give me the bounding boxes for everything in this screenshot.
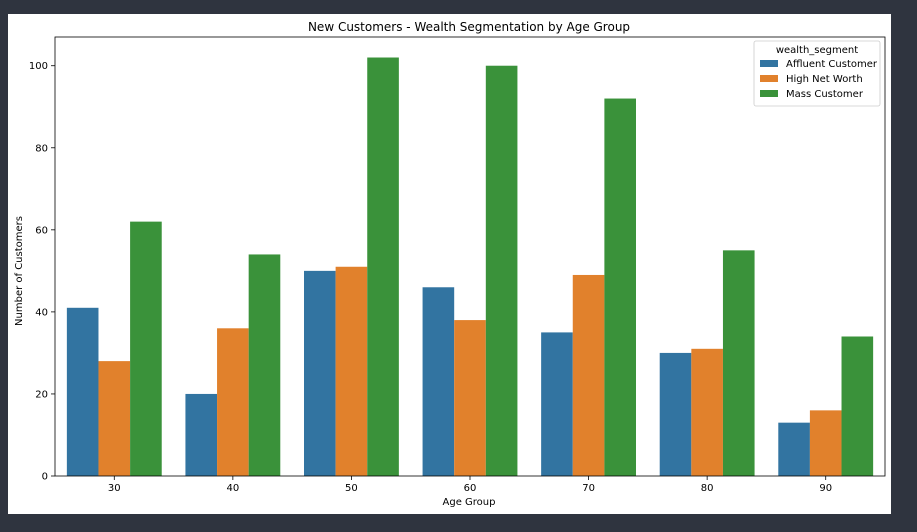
legend-swatch-high-net-worth: [760, 75, 778, 82]
bar-affluent-customer-90: [778, 422, 810, 476]
bar-affluent-customer-50: [304, 270, 336, 476]
x-tick-label: 70: [582, 483, 595, 494]
bar-mass-customer-40: [248, 254, 281, 476]
x-axis-label: Age Group: [443, 497, 496, 508]
bar-high-net-worth-40: [217, 328, 249, 476]
legend-label-high-net-worth: High Net Worth: [786, 74, 863, 85]
plot-area: 0 20 40 60 80 100 30 40 50 60 70 80 90: [29, 36, 886, 494]
x-tick-label: 60: [464, 483, 477, 494]
y-tick-label: 20: [35, 389, 48, 400]
x-tick-label: 80: [701, 483, 714, 494]
bar-mass-customer-90: [841, 336, 874, 476]
y-tick-label: 60: [35, 225, 48, 236]
bar-high-net-worth-50: [335, 266, 368, 476]
bar-mass-customer-70: [604, 98, 636, 476]
y-tick-label: 0: [42, 472, 48, 483]
bar-chart: New Customers - Wealth Segmentation by A…: [14, 20, 886, 508]
legend-label-mass-customer: Mass Customer: [786, 89, 864, 100]
bar-affluent-customer-70: [541, 332, 573, 476]
legend-label-affluent-customer: Affluent Customer: [786, 59, 878, 70]
y-axis-label: Number of Customers: [14, 216, 25, 326]
bar-high-net-worth-90: [809, 410, 842, 476]
bar-mass-customer-60: [485, 65, 518, 476]
chart-figure: New Customers - Wealth Segmentation by A…: [8, 14, 891, 514]
bar-affluent-customer-60: [422, 287, 455, 476]
x-tick-label: 30: [108, 483, 121, 494]
legend-swatch-affluent-customer: [760, 60, 778, 67]
chart-title: New Customers - Wealth Segmentation by A…: [308, 20, 630, 34]
bar-affluent-customer-80: [659, 352, 692, 476]
x-tick-label: 40: [226, 483, 239, 494]
bar-high-net-worth-70: [572, 274, 605, 476]
legend-box: [753, 40, 881, 107]
legend-title: wealth_segment: [776, 45, 858, 56]
x-tick-label: 90: [819, 483, 832, 494]
legend-swatch-mass-customer: [760, 90, 778, 97]
bar-mass-customer-80: [722, 250, 755, 476]
legend: wealth_segment Affluent Customer High Net …: [753, 40, 881, 107]
bar-mass-customer-30: [130, 221, 162, 476]
bar-high-net-worth-30: [98, 361, 131, 476]
bar-high-net-worth-60: [454, 320, 486, 476]
bar-affluent-customer-40: [185, 393, 218, 476]
y-tick-label: 100: [29, 61, 48, 72]
bar-affluent-customer-30: [66, 307, 99, 476]
y-tick-label: 80: [35, 143, 48, 154]
x-tick-label: 50: [345, 483, 358, 494]
y-tick-label: 40: [35, 307, 48, 318]
bar-high-net-worth-80: [691, 348, 723, 476]
bar-mass-customer-50: [367, 57, 399, 476]
